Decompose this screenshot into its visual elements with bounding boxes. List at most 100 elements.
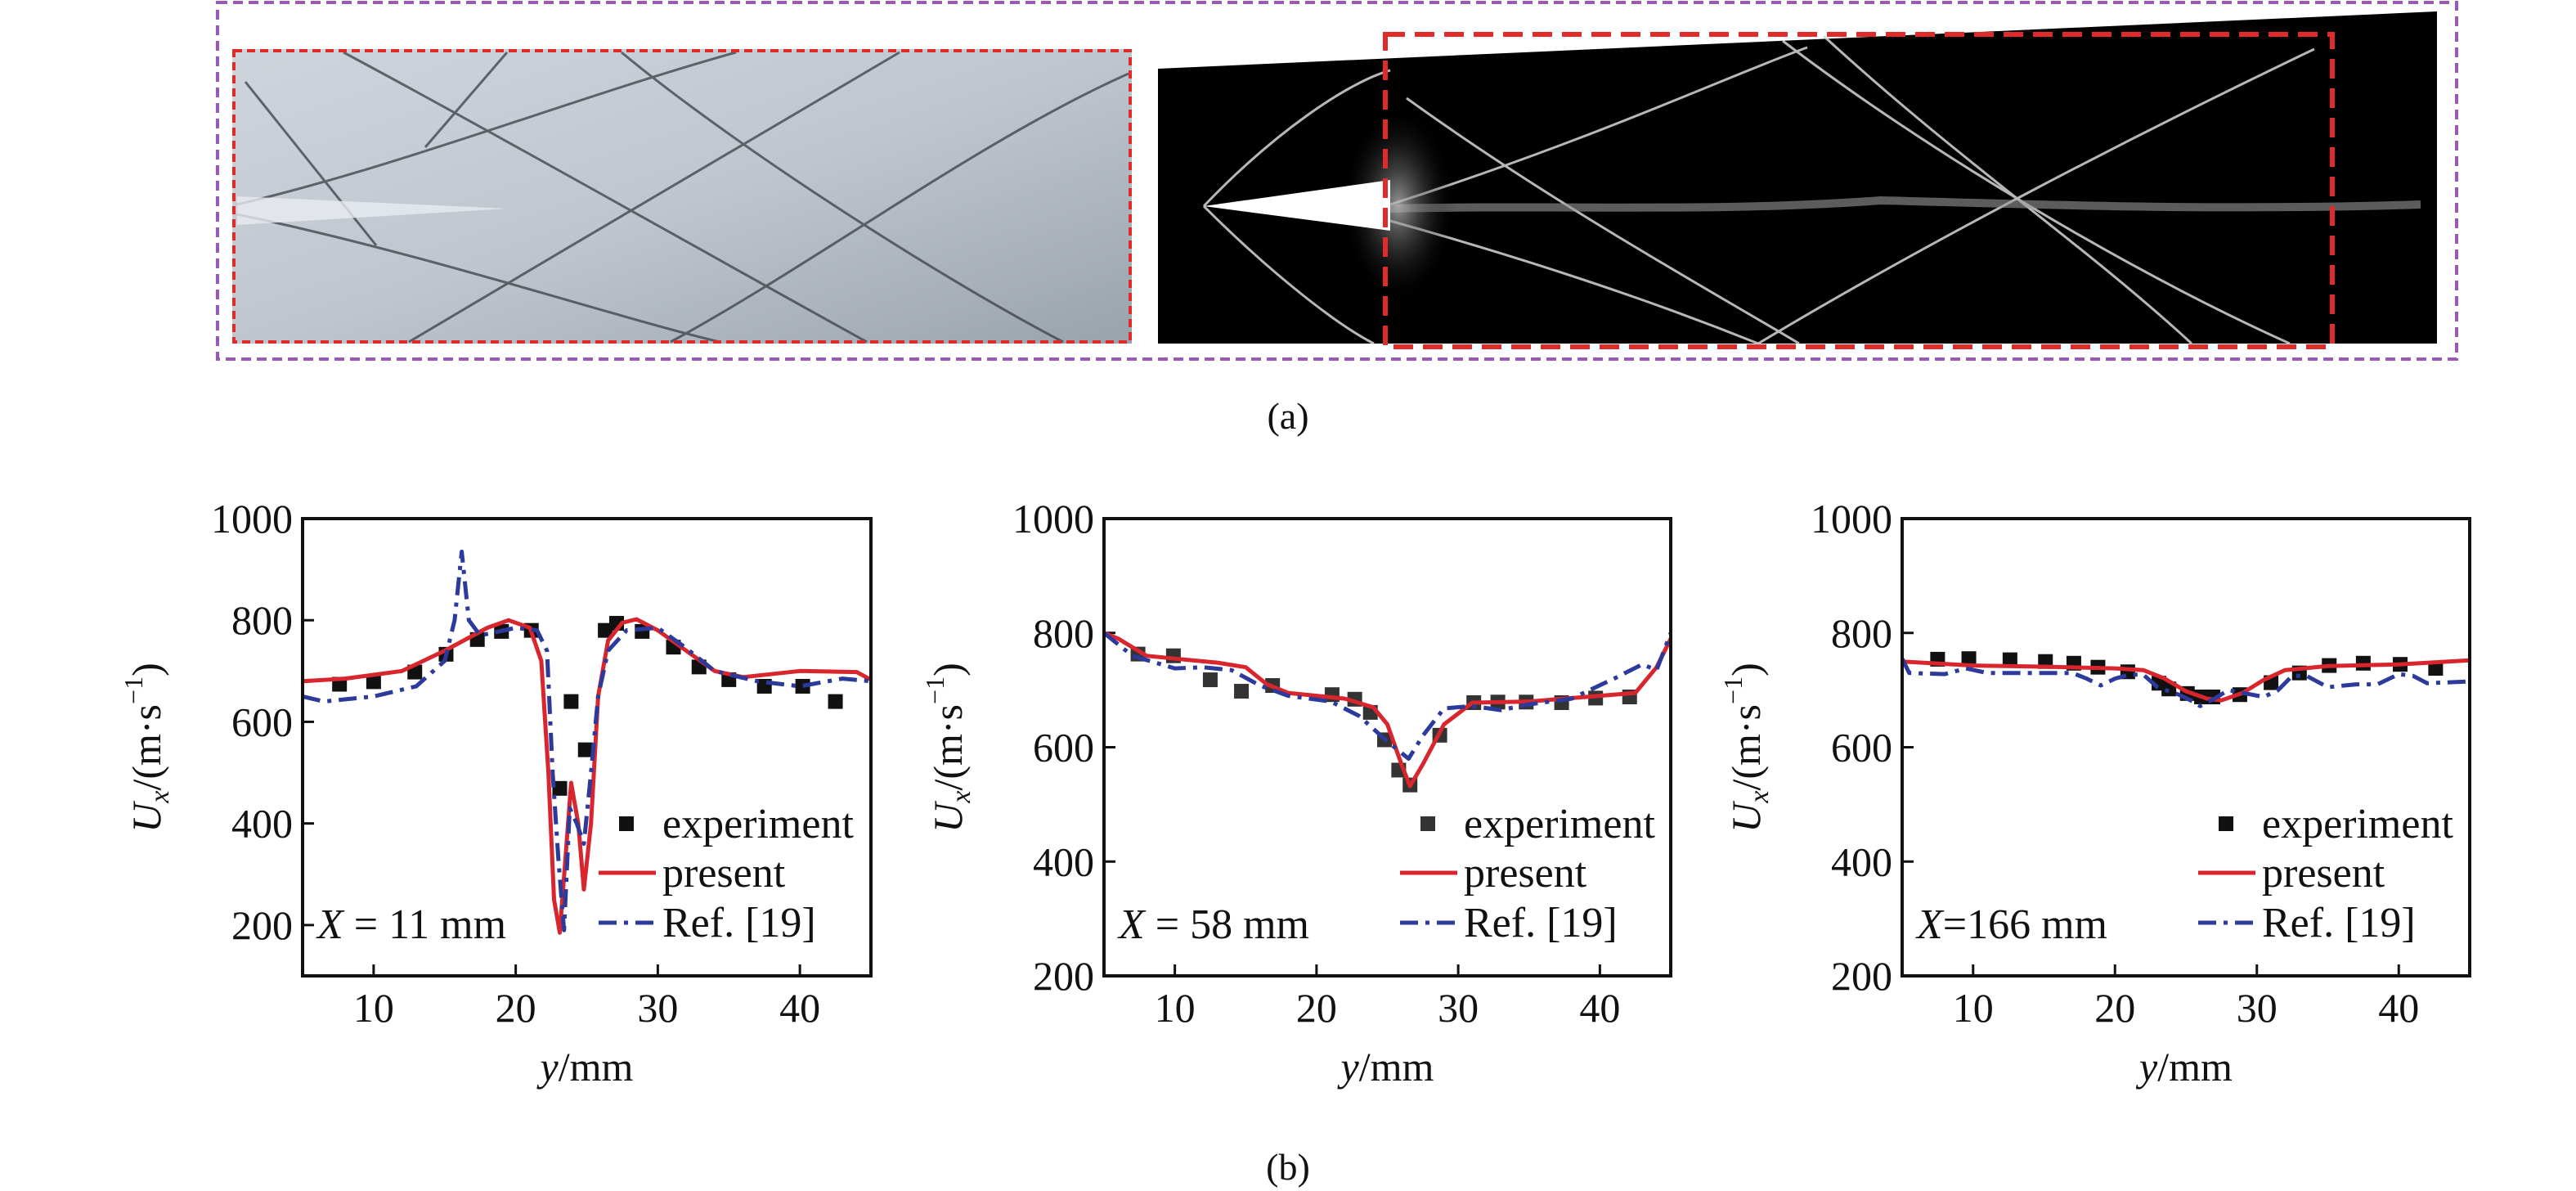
experiment-point xyxy=(1961,651,1977,667)
y-tick-label: 1000 xyxy=(211,496,293,542)
ylabel-var: U xyxy=(123,802,169,833)
annotation-var: X xyxy=(316,901,345,948)
xlabel-var: y xyxy=(540,1044,559,1090)
position-annotation: X = 11 mm xyxy=(316,901,506,948)
caption-a: (a) xyxy=(1267,395,1309,437)
position-annotation: X=166 mm xyxy=(1915,901,2107,948)
present-line xyxy=(1902,658,2470,703)
x-axis-label: y/mm xyxy=(541,1043,634,1090)
experiment-point xyxy=(598,622,613,638)
experiment-point xyxy=(795,678,810,694)
y-axis-label: Ux/(m·s−1) xyxy=(119,663,176,832)
legend-label: Ref. [19] xyxy=(2262,900,2416,946)
y-tick-label: 800 xyxy=(1831,610,1892,656)
y-tick-label: 800 xyxy=(1033,610,1094,656)
y-tick-label: 400 xyxy=(1831,838,1892,884)
y-tick-label: 1000 xyxy=(1012,496,1094,542)
chart-2: 200 400 600 800 1000 10 20 30 40 experimentpresen… xyxy=(1012,496,1672,1031)
ylabel-sup: −1 xyxy=(1718,676,1748,704)
ylabel-sup: −1 xyxy=(119,676,148,704)
xlabel-unit: /mm xyxy=(558,1044,634,1090)
x-tick-label: 30 xyxy=(1438,985,1479,1031)
legend-label: experiment xyxy=(2262,801,2453,847)
panel-a xyxy=(216,1,2458,361)
ylabel-sub: x xyxy=(946,790,976,803)
x-tick-label: 10 xyxy=(1155,985,1196,1031)
ylabel-var: U xyxy=(1723,802,1769,833)
present-line xyxy=(303,617,871,935)
legend-label: present xyxy=(2262,850,2385,897)
panel-a-frame xyxy=(216,1,2458,361)
y-tick-label: 400 xyxy=(231,801,293,847)
chart-3: 200 400 600 800 1000 10 20 30 40 experimentpresen… xyxy=(1811,496,2471,1031)
experiment-point xyxy=(563,694,579,709)
experiment-point xyxy=(577,742,593,757)
experiment-point xyxy=(1234,684,1250,699)
ylabel-unit: /(m·s xyxy=(1723,703,1769,791)
y-tick-label: 200 xyxy=(231,902,293,948)
x-tick-label: 30 xyxy=(2237,985,2278,1031)
annotation-text: =166 mm xyxy=(1943,901,2107,948)
y-tick-label: 600 xyxy=(1033,725,1094,771)
annotation-text: = 58 mm xyxy=(1145,901,1309,948)
legend-label: Ref. [19] xyxy=(662,900,816,946)
x-axis-label: y/mm xyxy=(2139,1043,2233,1090)
caption-b: (b) xyxy=(1266,1146,1310,1188)
experiment-point xyxy=(366,674,381,690)
xlabel-var: y xyxy=(2139,1044,2158,1090)
x-tick-label: 40 xyxy=(1579,985,1620,1031)
annotation-var: X xyxy=(1117,901,1147,948)
xlabel-unit: /mm xyxy=(1358,1044,1434,1090)
wedge xyxy=(1204,180,1390,231)
plot-frame xyxy=(301,517,873,978)
x-tick-label: 10 xyxy=(1953,985,1994,1031)
experiment-point xyxy=(1202,672,1218,688)
experiment-point xyxy=(552,780,568,796)
x-tick-label: 20 xyxy=(1296,985,1337,1031)
ylabel-close: ) xyxy=(925,662,971,676)
legend-label: present xyxy=(662,850,786,897)
experiment-point xyxy=(2002,652,2017,667)
schlieren-photo xyxy=(232,49,1132,344)
y-tick-label: 400 xyxy=(1033,838,1094,884)
legend-experiment-marker xyxy=(619,816,634,831)
ref-line xyxy=(303,549,871,933)
annotation-var: X xyxy=(1915,901,1945,948)
experiment-point xyxy=(828,694,843,709)
highlight-box-left xyxy=(232,49,1132,344)
plot-area xyxy=(1902,651,2470,708)
x-axis-label: y/mm xyxy=(1341,1043,1434,1090)
x-tick-label: 40 xyxy=(2378,985,2419,1031)
y-tick-label: 200 xyxy=(1831,953,1892,999)
xlabel-var: y xyxy=(1340,1044,1359,1090)
x-tick-label: 40 xyxy=(779,985,820,1031)
legend-experiment-marker xyxy=(1420,816,1435,831)
legend-experiment-marker xyxy=(2219,816,2233,831)
experiment-point xyxy=(2428,661,2444,676)
simulation-image xyxy=(1158,11,2437,349)
x-tick-label: 10 xyxy=(353,985,394,1031)
legend-label: experiment xyxy=(1464,801,1655,847)
legend-label: Ref. [19] xyxy=(1464,900,1618,946)
plot-area xyxy=(303,549,871,935)
y-axis-label: Ux/(m·s−1) xyxy=(1718,663,1775,832)
y-tick-label: 600 xyxy=(1831,725,1892,771)
ylabel-close: ) xyxy=(1723,662,1769,676)
xlabel-unit: /mm xyxy=(2157,1044,2233,1090)
annotation-text: = 11 mm xyxy=(343,901,506,948)
x-tick-label: 20 xyxy=(496,985,536,1031)
plot-area xyxy=(1104,631,1671,793)
ylabel-sub: x xyxy=(145,790,175,803)
ylabel-close: ) xyxy=(123,662,169,676)
ref-line xyxy=(1104,631,1671,761)
y-axis-label: Ux/(m·s−1) xyxy=(920,663,977,832)
highlight-box-right xyxy=(1383,32,2335,349)
legend-label: present xyxy=(1464,850,1587,897)
legend-label: experiment xyxy=(662,801,854,847)
y-tick-label: 600 xyxy=(231,699,293,744)
